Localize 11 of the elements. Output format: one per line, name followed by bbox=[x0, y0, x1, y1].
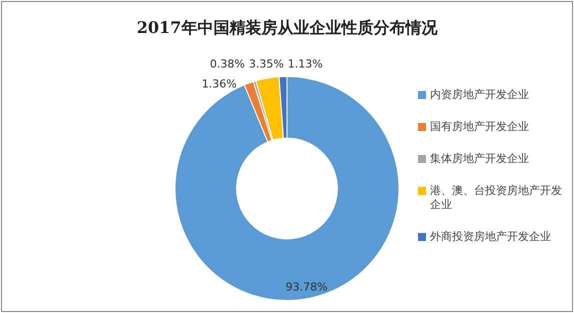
data-label: 1.36% bbox=[202, 77, 237, 90]
legend-label: 集体房地产开发企业 bbox=[430, 152, 529, 166]
legend-label: 国有房地产开发企业 bbox=[430, 120, 529, 134]
legend-label: 外商投资房地产开发企业 bbox=[430, 230, 551, 244]
data-label: 93.78% bbox=[286, 280, 328, 294]
legend-label: 内资房地产开发企业 bbox=[430, 88, 529, 102]
data-label: 1.13% bbox=[288, 57, 323, 70]
data-label: 3.35% bbox=[248, 57, 284, 70]
chart-title: 2017年中国精装房从业企业性质分布情况 bbox=[136, 18, 438, 39]
legend-label: 港、澳、台投资房地产开发企业 bbox=[430, 184, 563, 212]
data-label: 0.38% bbox=[210, 57, 245, 70]
